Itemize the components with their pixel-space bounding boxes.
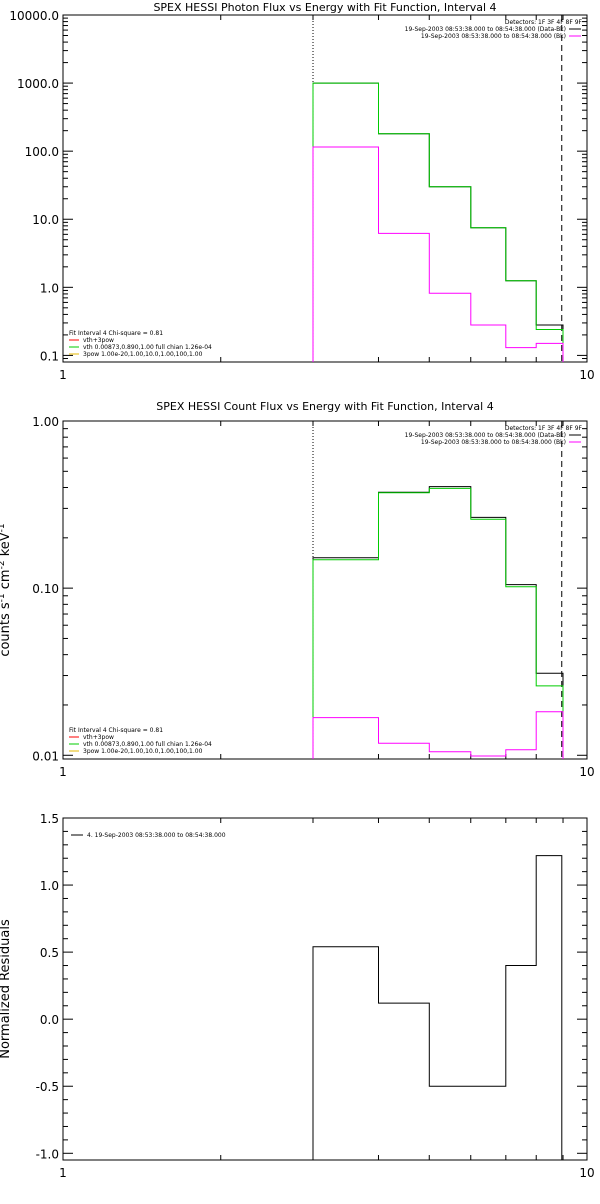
y-axis-label-part: -1 bbox=[0, 593, 7, 602]
series-line-1 bbox=[312, 82, 564, 362]
y-axis-label: Normalized Residuals bbox=[0, 919, 13, 1059]
series-line-1 bbox=[312, 855, 563, 1160]
y-axis-label-part: -2 bbox=[0, 560, 7, 569]
chart-panel-1: SPEX HESSI Photon Flux vs Energy with Fi… bbox=[9, 1, 594, 382]
y-tick-label: 100.0 bbox=[25, 145, 59, 159]
y-tick-label: 1.5 bbox=[40, 812, 59, 826]
y-tick-label: 0.01 bbox=[32, 749, 59, 763]
chart-title: SPEX HESSI Count Flux vs Energy with Fit… bbox=[156, 400, 493, 413]
legend-entry-label: Detectors: 1F 3F 4F 8F 9F bbox=[505, 425, 583, 432]
x-tick-label: 10 bbox=[579, 765, 594, 779]
legend-entry-label: 3pow 1.00e-20,1.00,10.0,1.00,100,1.00 bbox=[83, 351, 203, 358]
series-line-3 bbox=[312, 711, 564, 759]
chart-panel-3: Normalized Residuals 1 10 -1.0 -0.5 0.0 0.5 1.0… bbox=[0, 812, 595, 1180]
y-tick-label: 0.0 bbox=[40, 1013, 59, 1027]
fit-info-label: Fit Interval 4 Chi-square = 0.81 bbox=[69, 330, 163, 337]
series-line-2 bbox=[312, 487, 564, 759]
y-axis-label-part: keV bbox=[0, 532, 13, 560]
y-axis-label-part: -1 bbox=[0, 523, 7, 532]
chart-panel-2: SPEX HESSI Count Flux vs Energy with Fit… bbox=[0, 400, 595, 779]
y-tick-label: 1.0 bbox=[40, 879, 59, 893]
y-tick-label: 0.1 bbox=[40, 349, 59, 363]
y-tick-label: 1.0 bbox=[40, 281, 59, 295]
x-tick-label: 1 bbox=[59, 765, 67, 779]
y-tick-label: 0.5 bbox=[40, 946, 59, 960]
y-tick-label: 1.00 bbox=[32, 415, 59, 429]
series-line-1 bbox=[312, 486, 564, 759]
y-tick-label: -1.0 bbox=[36, 1147, 59, 1161]
legend-entry-label: 19-Sep-2003 08:53:38.000 to 08:54:38.000… bbox=[405, 26, 566, 33]
series-line-2 bbox=[312, 82, 564, 362]
plot-frame bbox=[62, 14, 588, 363]
legend-entry-label: 19-Sep-2003 08:53:38.000 to 08:54:38.000… bbox=[421, 33, 566, 40]
legend-entry-label: Detectors: 1F 3F 4F 8F 9F bbox=[505, 19, 583, 26]
legend-entry-label: vth 0.00873,0.890,1.00 full chian 1.26e-… bbox=[83, 344, 212, 351]
x-tick-label: 10 bbox=[579, 368, 594, 382]
legend-entry-label: vth 0.00873,0.890,1.00 full chian 1.26e-… bbox=[83, 741, 212, 748]
legend-entry-label: vth+3pow bbox=[83, 734, 114, 741]
plot-frame bbox=[62, 817, 588, 1161]
y-axis-label-part: cm bbox=[0, 569, 13, 593]
chart-title: SPEX HESSI Photon Flux vs Energy with Fi… bbox=[153, 1, 496, 14]
x-tick-label: 1 bbox=[59, 368, 67, 382]
legend-entry-label: 19-Sep-2003 08:53:38.000 to 08:54:38.000… bbox=[421, 439, 566, 446]
x-tick-label: 10 bbox=[579, 1166, 594, 1180]
y-axis-label-part: Normalized Residuals bbox=[0, 919, 13, 1059]
x-tick-label: 1 bbox=[59, 1166, 67, 1180]
y-tick-label: 0.10 bbox=[32, 582, 59, 596]
legend-entry-label: vth+3pow bbox=[83, 337, 114, 344]
fit-info-label: Fit Interval 4 Chi-square = 0.81 bbox=[69, 727, 163, 734]
y-axis-label: counts s-1 cm-2 keV-1 bbox=[0, 523, 13, 656]
legend-entry-label: 3pow 1.00e-20,1.00,10.0,1.00,100,1.00 bbox=[83, 748, 203, 755]
plot-frame bbox=[62, 420, 588, 760]
legend-entry-label: 4. 19-Sep-2003 08:53:38.000 to 08:54:38.… bbox=[87, 832, 226, 839]
y-tick-label: 10000.0 bbox=[9, 9, 59, 23]
legend-entry-label: 19-Sep-2003 08:53:38.000 to 08:54:38.000… bbox=[405, 432, 566, 439]
series-line-3 bbox=[312, 146, 564, 362]
y-tick-label: 1000.0 bbox=[17, 77, 59, 91]
y-axis-label-part: counts s bbox=[0, 602, 13, 657]
y-tick-label: 10.0 bbox=[32, 213, 59, 227]
y-tick-label: -0.5 bbox=[36, 1080, 59, 1094]
